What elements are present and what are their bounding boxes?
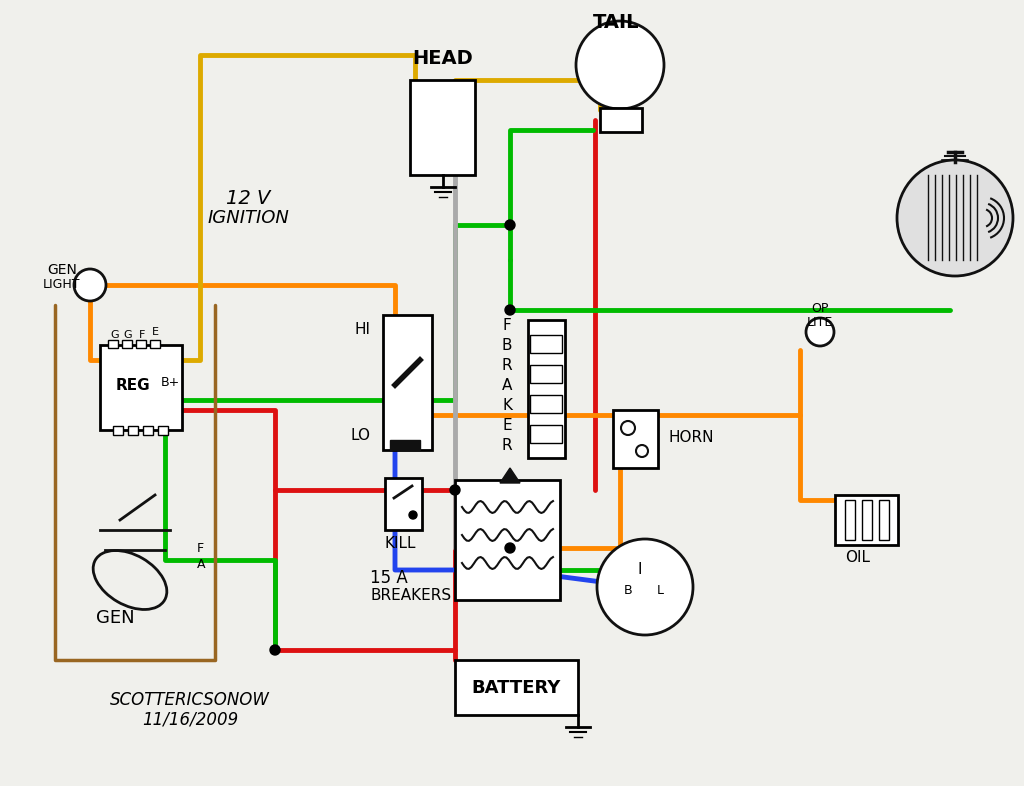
Circle shape (505, 220, 515, 230)
Polygon shape (530, 395, 562, 413)
Circle shape (505, 543, 515, 553)
Polygon shape (530, 365, 562, 383)
Text: SCOTTERICSONOW: SCOTTERICSONOW (110, 691, 270, 709)
Polygon shape (143, 426, 153, 435)
Text: HEAD: HEAD (413, 49, 473, 68)
Circle shape (450, 485, 460, 495)
Text: G: G (124, 330, 132, 340)
Text: L: L (656, 583, 664, 597)
Circle shape (505, 305, 515, 315)
Text: HORN: HORN (668, 429, 714, 445)
Text: HI: HI (354, 322, 370, 337)
Polygon shape (862, 500, 872, 540)
Polygon shape (455, 660, 578, 715)
Text: E: E (152, 327, 159, 337)
Circle shape (597, 539, 693, 635)
Text: I: I (638, 563, 642, 578)
Text: B: B (624, 583, 632, 597)
Text: IGNITION: IGNITION (207, 209, 289, 227)
Polygon shape (879, 500, 889, 540)
Circle shape (636, 445, 648, 457)
Text: G: G (111, 330, 120, 340)
Circle shape (806, 318, 834, 346)
Circle shape (270, 645, 280, 655)
Polygon shape (500, 468, 520, 483)
Polygon shape (835, 495, 898, 545)
Polygon shape (528, 320, 565, 458)
Circle shape (621, 421, 635, 435)
Polygon shape (158, 426, 168, 435)
Polygon shape (100, 345, 182, 430)
Text: F: F (503, 318, 511, 332)
Polygon shape (385, 478, 422, 530)
Text: OP: OP (811, 302, 828, 314)
Text: R: R (502, 358, 512, 373)
Polygon shape (113, 426, 123, 435)
Text: BREAKERS: BREAKERS (370, 589, 452, 604)
Polygon shape (613, 410, 658, 468)
Text: E: E (502, 417, 512, 432)
Polygon shape (845, 500, 855, 540)
Text: KILL: KILL (384, 537, 416, 552)
Polygon shape (600, 108, 642, 132)
Text: GEN: GEN (47, 263, 77, 277)
Polygon shape (455, 480, 560, 600)
Text: A: A (502, 377, 512, 392)
Text: K: K (502, 398, 512, 413)
Text: F: F (197, 542, 204, 554)
Text: A: A (197, 559, 206, 571)
Text: LO: LO (350, 428, 370, 443)
Text: 11/16/2009: 11/16/2009 (142, 711, 239, 729)
Polygon shape (530, 425, 562, 443)
Text: BATTERY: BATTERY (471, 679, 561, 697)
Circle shape (409, 511, 417, 519)
Polygon shape (383, 315, 432, 450)
Polygon shape (390, 440, 420, 450)
Text: 12 V: 12 V (226, 189, 270, 208)
Polygon shape (136, 340, 146, 348)
Text: B: B (502, 337, 512, 352)
Text: R: R (502, 438, 512, 453)
Polygon shape (128, 426, 138, 435)
Text: GEN: GEN (95, 609, 134, 627)
Text: B+: B+ (161, 376, 179, 390)
Text: LIGHT: LIGHT (43, 278, 81, 292)
Polygon shape (122, 340, 132, 348)
Circle shape (897, 160, 1013, 276)
Text: OIL: OIL (846, 550, 870, 565)
Text: F: F (139, 330, 145, 340)
Polygon shape (108, 340, 118, 348)
Circle shape (575, 21, 664, 109)
Polygon shape (150, 340, 160, 348)
Text: 15 A: 15 A (370, 569, 408, 587)
Text: LITE: LITE (807, 317, 834, 329)
Polygon shape (410, 80, 475, 175)
Polygon shape (530, 335, 562, 353)
Circle shape (74, 269, 106, 301)
Text: REG: REG (116, 377, 151, 392)
Text: TAIL: TAIL (593, 13, 639, 31)
